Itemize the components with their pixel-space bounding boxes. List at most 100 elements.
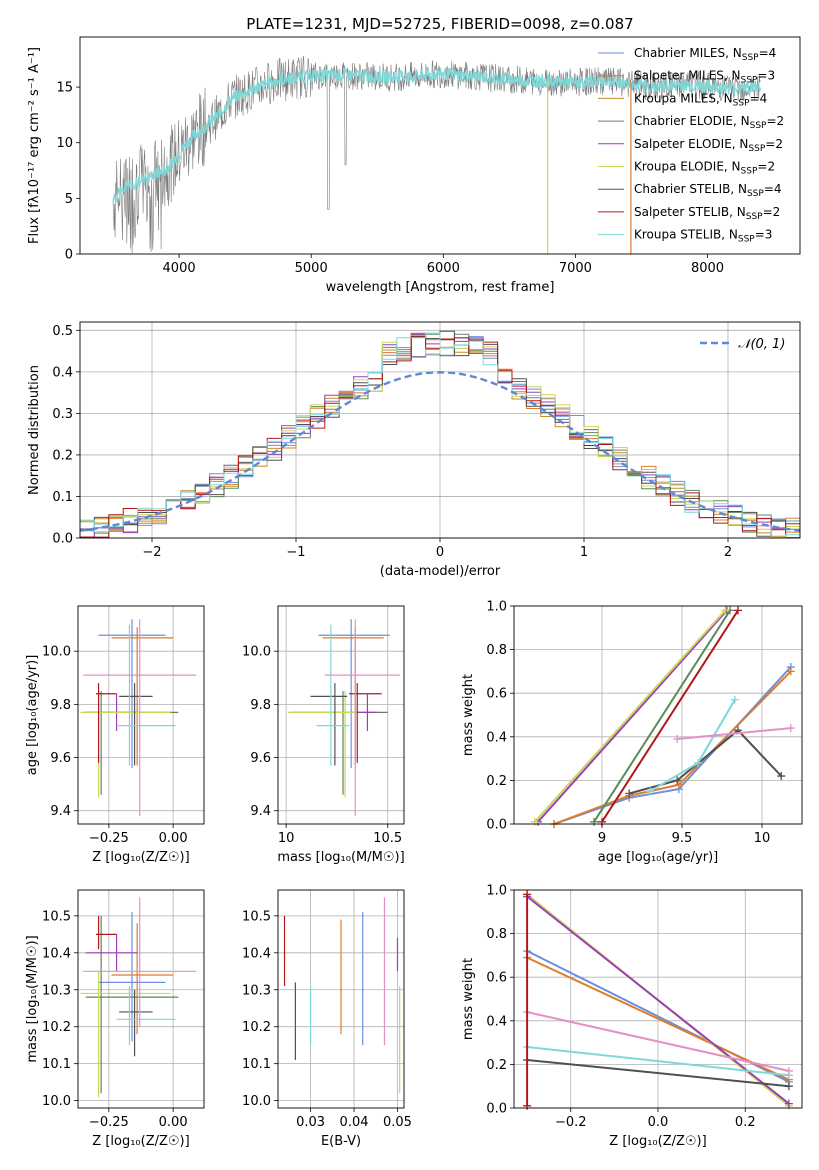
plot-area (523, 890, 793, 1110)
y-axis-label: mass weight (461, 958, 476, 1040)
axes-border (277, 605, 405, 825)
x-tick-label: 0.00 (159, 831, 188, 846)
y-tick-label: 0.2 (486, 774, 507, 789)
axes-border (513, 605, 803, 825)
x-axis-label: Z [log₁₀(Z/Z☉)] (609, 1134, 706, 1149)
residuals-legend: 𝒩(0, 1) (700, 337, 785, 352)
x-tick-label: 9 (598, 831, 606, 846)
series-line (526, 1011, 790, 1072)
mass-weight-series (550, 667, 795, 828)
legend-label: Kroupa STELIB, NSSP=3 (634, 228, 772, 245)
y-tick-label: 15 (56, 81, 73, 96)
legend-subscript: SSP (741, 167, 758, 177)
axes-border (77, 889, 205, 1109)
series-marker (721, 606, 730, 615)
x-tick-label: 0 (436, 545, 444, 560)
x-axis-label: E(B-V) (321, 1134, 361, 1149)
y-tick-label: 10.4 (242, 946, 271, 961)
legend-count: =2 (757, 160, 775, 174)
x-axis-label: (data-model)/error (380, 564, 501, 579)
legend-count: =2 (766, 114, 784, 128)
panel-mass-vs-Z: −0.25 0.00 10.0 10.1 10.2 10.3 10.4 10.5 Z [log₁… (25, 889, 205, 1149)
errorbar-point (349, 683, 382, 763)
plot-area (283, 897, 401, 1094)
errorbar-point (96, 915, 117, 950)
plot-area (80, 897, 197, 1097)
y-tick-label: 0.3 (52, 407, 73, 422)
x-tick-label: 0.00 (159, 1115, 188, 1130)
legend-subscript: SSP (746, 212, 763, 222)
x-tick-label: 1 (580, 545, 588, 560)
x-tick-label: 0.0 (648, 1115, 669, 1130)
x-tick-label: 0.04 (340, 1115, 369, 1130)
errorbar-point (119, 989, 153, 1057)
errorbar-point (85, 934, 138, 972)
y-tick-label: 0.2 (486, 1058, 507, 1073)
grid (278, 606, 404, 824)
y-tick-label: 10.5 (42, 909, 71, 924)
y-axis-label: age [log₁₀(age/yr)] (25, 655, 40, 776)
series-marker (786, 667, 795, 676)
series-line (553, 670, 792, 825)
series-marker (673, 734, 682, 743)
axes-border (77, 605, 205, 825)
series-line (593, 609, 731, 823)
series-marker (777, 772, 786, 781)
y-tick-label: 10.0 (242, 1094, 271, 1109)
x-tick-label: 5000 (295, 261, 328, 276)
axes-frame: −0.2 0.0 0.2 0.0 0.2 0.4 0.6 0.8 1.0 Z [log₁₀(Z/Z… (461, 884, 803, 1149)
y-tick-label: 10.2 (42, 1020, 71, 1035)
plot-area (288, 619, 400, 817)
x-axis-label: Z [log₁₀(Z/Z☉)] (92, 850, 189, 865)
y-axis-label: mass weight (461, 674, 476, 756)
errorbar-point (119, 683, 153, 766)
plot-area (530, 606, 795, 828)
legend-subscript: SSP (742, 53, 759, 63)
legend-count: =2 (765, 137, 783, 151)
errorbar-point (80, 971, 171, 1097)
legend-count: =4 (750, 91, 768, 105)
x-tick-label: 10.5 (373, 831, 402, 846)
legend-label: Salpeter ELODIE, NSSP=2 (634, 137, 783, 154)
x-tick-label: −1 (286, 545, 305, 560)
errorbar-point (98, 619, 166, 769)
errorbar-point (316, 624, 350, 766)
series-marker (674, 780, 683, 789)
series-line (537, 609, 728, 823)
plot-area (80, 619, 197, 817)
y-tick-label: 10.1 (242, 1057, 271, 1072)
x-tick-label: −0.2 (555, 1115, 587, 1130)
series-marker (784, 1066, 793, 1075)
panel-residuals: −2 −1 0 1 2 0.0 0.1 0.2 0.3 0.4 0.5 (data-model)/er… (27, 321, 801, 579)
x-tick-label: −0.25 (89, 831, 129, 846)
errorbar-point (324, 619, 400, 817)
errorbar-point (290, 691, 388, 795)
grid (514, 605, 802, 825)
series-marker (673, 776, 682, 785)
x-axis-label: wavelength [Angstrom, rest frame] (326, 280, 555, 295)
axes-border (79, 321, 801, 539)
y-tick-label: 9.6 (250, 751, 271, 766)
y-tick-label: 0.4 (486, 1014, 507, 1029)
y-tick-label: 0 (65, 248, 73, 263)
legend-count: =4 (764, 182, 782, 196)
y-tick-label: 5 (65, 192, 73, 207)
axes-frame: −0.25 0.00 9.4 9.6 9.8 10.0 Z [log₁₀(Z/Z☉)] age… (25, 605, 205, 865)
legend-subscript: SSP (750, 121, 767, 131)
axes-border (277, 889, 405, 1109)
series-marker (625, 789, 634, 798)
series-line (527, 1059, 789, 1088)
errorbar-point (111, 923, 174, 1035)
mass-weight-series (523, 890, 532, 1110)
y-tick-label: 0.2 (52, 448, 73, 463)
x-tick-label: 0.05 (383, 1115, 412, 1130)
errorbar-point (357, 693, 378, 731)
errorbar-point (310, 683, 348, 766)
legend-count: =3 (757, 69, 775, 83)
x-tick-label: 0.2 (735, 1115, 756, 1130)
axes-frame: 4000 5000 6000 7000 8000 0 5 10 15 wavelength [An… (27, 36, 801, 295)
axes-border (79, 36, 801, 255)
legend-subscript: SSP (747, 189, 764, 199)
x-tick-label: −0.25 (89, 1115, 129, 1130)
spectrum-model-line (112, 67, 761, 204)
